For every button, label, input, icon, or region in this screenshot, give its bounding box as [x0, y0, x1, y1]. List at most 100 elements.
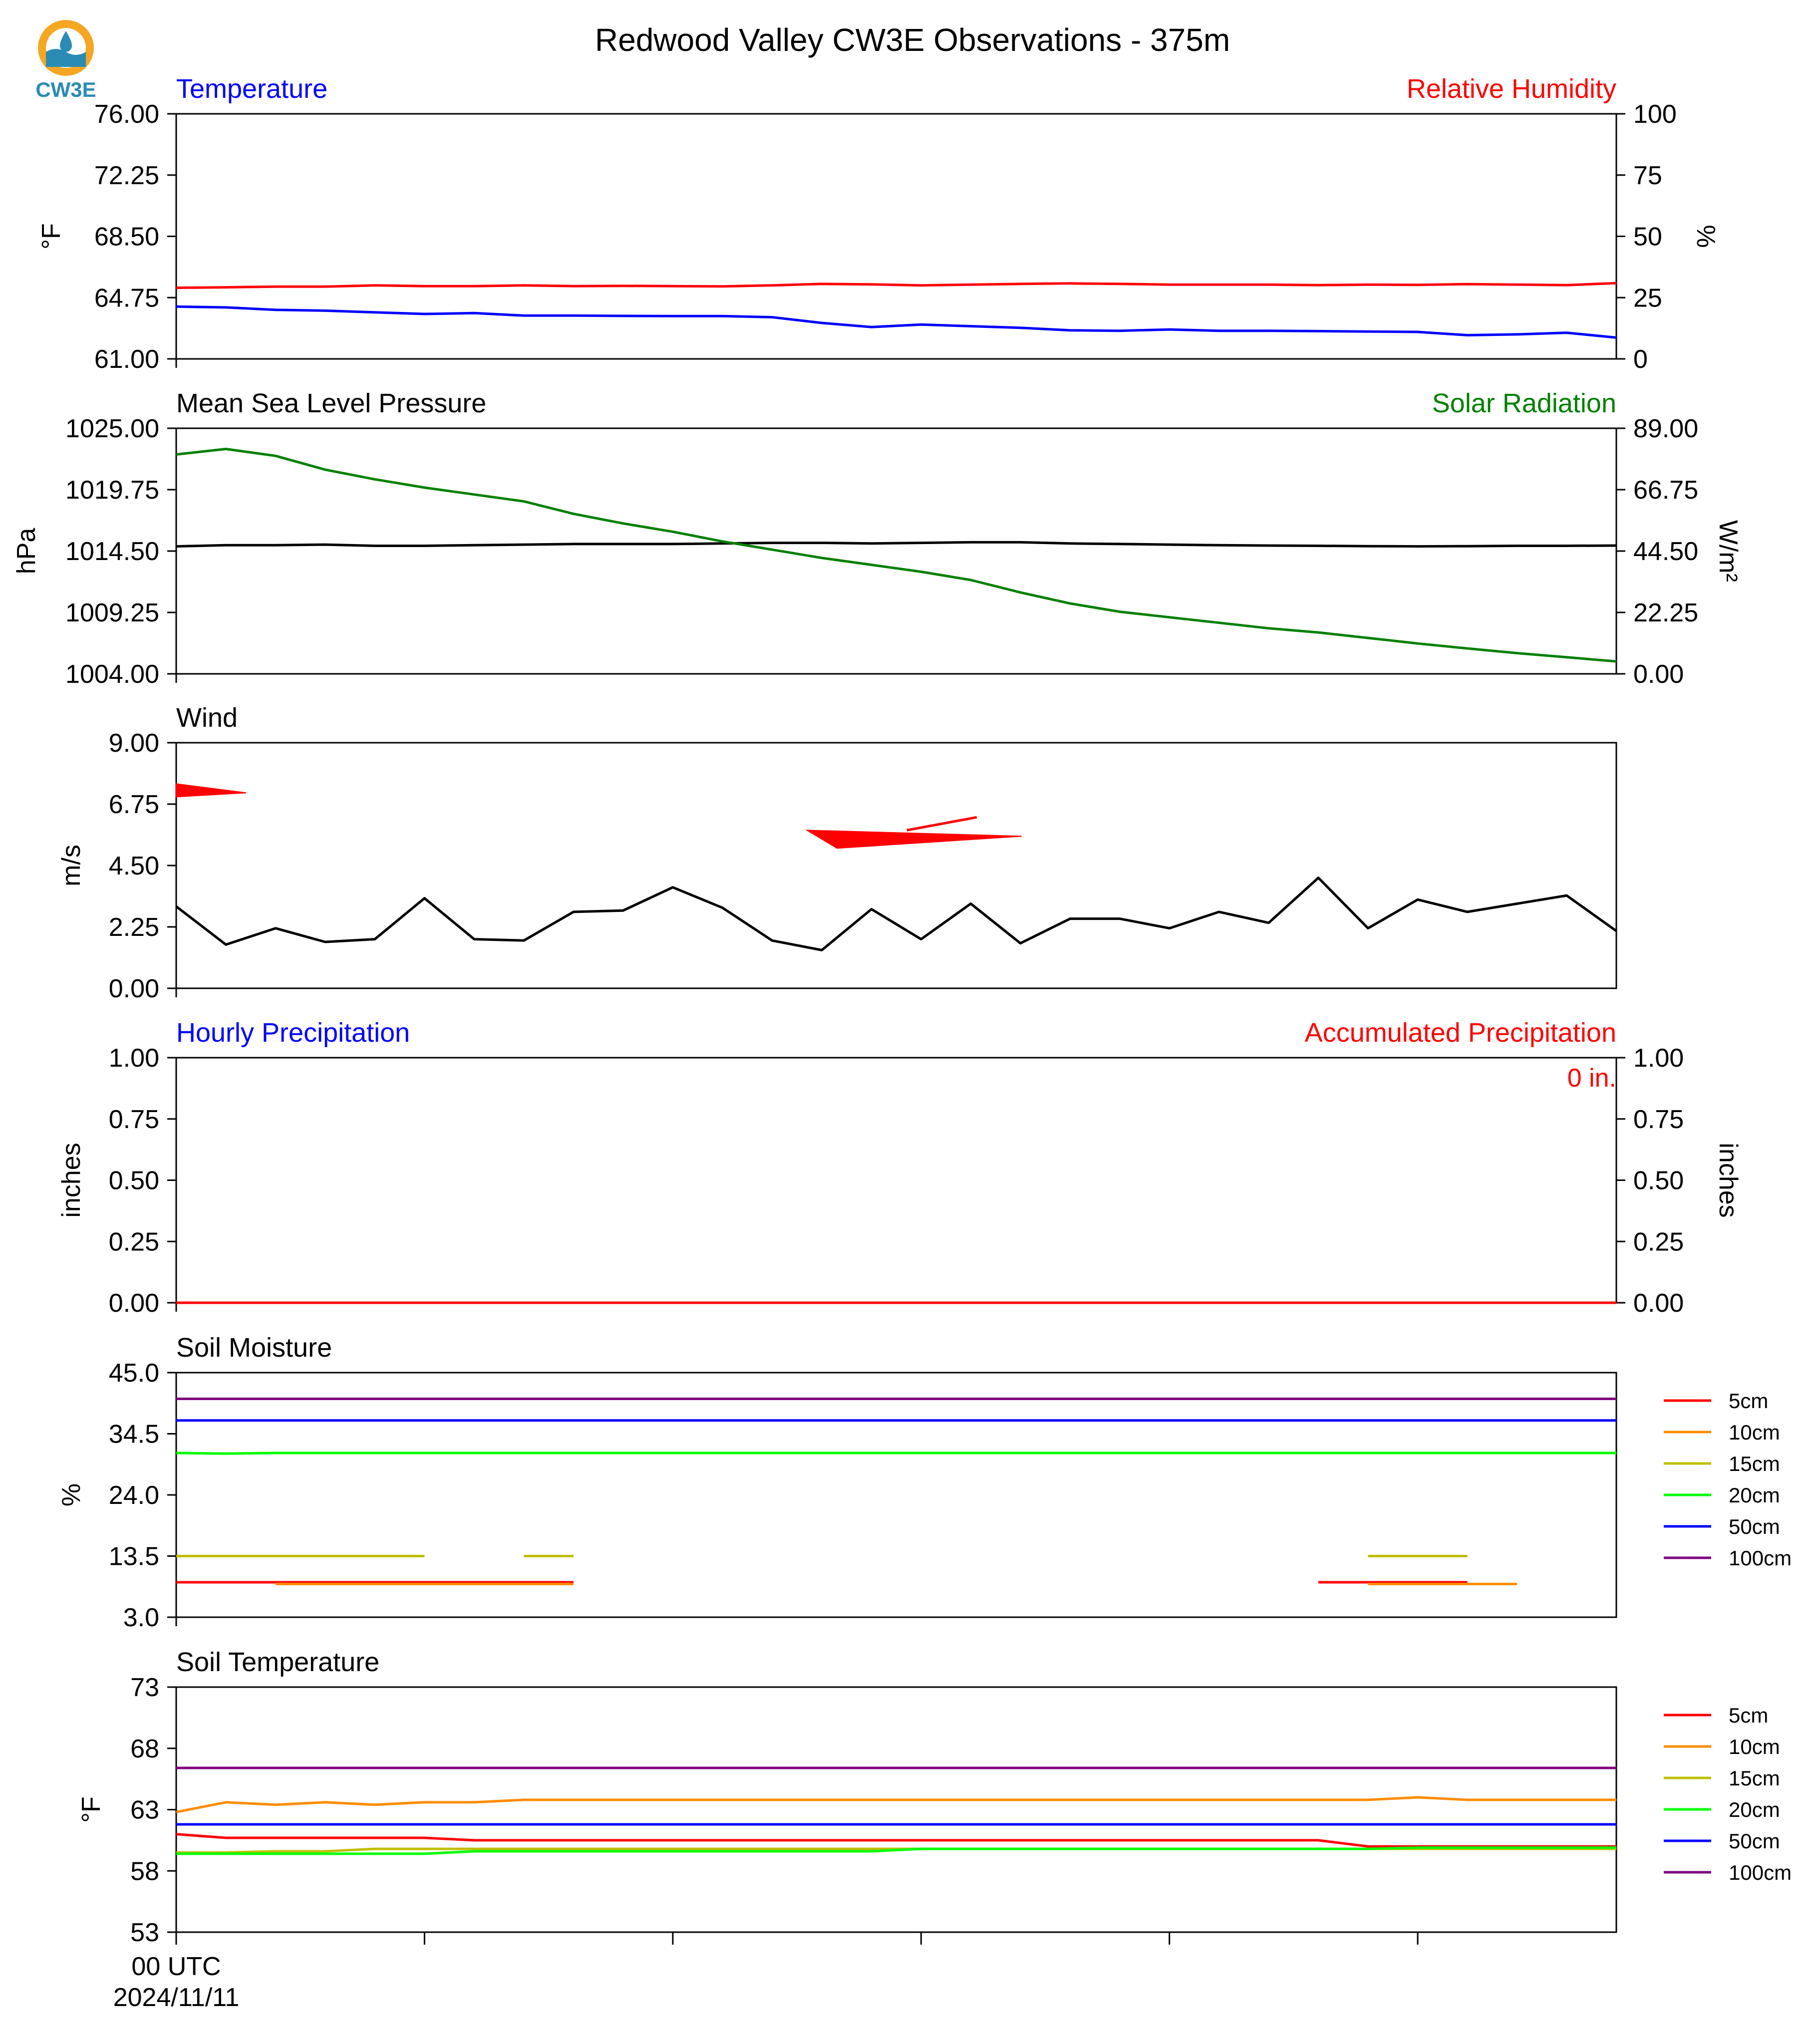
y-tick-label-left: 24.0	[109, 1481, 159, 1510]
series-line-black	[175, 876, 1617, 951]
logo-wave	[46, 49, 86, 67]
y-tick-label-left: 68.50	[94, 223, 159, 252]
y-tick-label-left: 63	[130, 1796, 159, 1825]
series-line-green	[176, 448, 1617, 663]
x-tick-label: 00 UTC	[131, 1952, 221, 1981]
panel-title-left: Soil Moisture	[176, 1333, 332, 1363]
y-axis-label-right: W/m²	[1714, 520, 1743, 582]
y-tick-label-left: 76.00	[94, 100, 159, 129]
y-tick-label-right: 89.00	[1633, 414, 1698, 443]
y-tick-label-right: 0.00	[1633, 660, 1684, 689]
panel-title-right: Solar Radiation	[1432, 388, 1616, 418]
y-tick-label-left: 64.75	[94, 284, 159, 312]
panel-title-right: Relative Humidity	[1407, 74, 1616, 104]
series-line-red	[176, 282, 1617, 290]
plot-frame	[175, 113, 1617, 360]
y-tick-label-left: 0.75	[109, 1105, 159, 1134]
precip-total-annotation: 0 in.	[1567, 1064, 1616, 1093]
y-tick-label-left: 1.00	[109, 1044, 159, 1073]
y-tick-label-right: 100	[1633, 100, 1677, 129]
plot-frame	[175, 1057, 1617, 1304]
legend-label: 10cm	[1729, 1735, 1780, 1758]
y-axis-label-left: °F	[77, 1796, 106, 1823]
y-axis-label-left: m/s	[57, 845, 86, 886]
panel-pressure-solar: Mean Sea Level Pressure Solar Radiation 10…	[12, 388, 1743, 689]
y-tick-label-right: 50	[1633, 223, 1662, 252]
series-line-10cm	[176, 1796, 1616, 1813]
series-line-black	[176, 541, 1617, 548]
y-tick-label-right: 0.50	[1633, 1166, 1684, 1195]
y-tick-label-left: 53	[130, 1918, 159, 1947]
y-axis-label-left: inches	[57, 1143, 86, 1217]
plot-frame	[175, 427, 1617, 675]
legend-label: 15cm	[1729, 1452, 1780, 1475]
panel-title-left: Mean Sea Level Pressure	[176, 388, 486, 418]
y-tick-label-left: 72.25	[94, 161, 159, 190]
y-axis-label-left: °F	[37, 223, 66, 250]
logo-text: CW3E	[35, 78, 96, 101]
y-tick-label-left: 9.00	[109, 729, 159, 758]
y-tick-label-left: 1004.00	[65, 660, 159, 689]
legend-label: 5cm	[1729, 1389, 1768, 1413]
wind-barb	[805, 830, 1022, 849]
y-tick-label-right: 25	[1633, 284, 1662, 312]
y-tick-label-left: 1009.25	[65, 598, 159, 627]
page-title: Redwood Valley CW3E Observations - 375m	[595, 22, 1230, 58]
panel-temp-rh: Temperature Relative Humidity 61.00 64.75 68…	[37, 74, 1720, 374]
wind-barb	[176, 783, 247, 798]
y-tick-label-left: 6.75	[109, 790, 159, 819]
y-tick-label-left: 2.25	[109, 913, 159, 942]
panel-soil-temperature: Soil Temperature 53 58 63 68 73 °F 5cm 10cm 15cm 2…	[77, 1647, 1792, 2012]
y-tick-label-left: 58	[130, 1857, 159, 1886]
panel-title-left: Temperature	[176, 74, 327, 104]
y-axis-label-left: hPa	[12, 528, 41, 575]
legend-label: 5cm	[1729, 1704, 1768, 1727]
y-axis-label-right: %	[1691, 225, 1720, 248]
y-tick-label-left: 34.5	[109, 1420, 159, 1449]
y-tick-label-right: 75	[1633, 161, 1662, 190]
legend-label: 50cm	[1729, 1515, 1780, 1538]
y-tick-label-left: 1014.50	[65, 537, 159, 566]
y-tick-label-right: 1.00	[1633, 1044, 1684, 1073]
y-tick-label-left: 3.0	[123, 1603, 159, 1632]
panel-title-left: Soil Temperature	[176, 1647, 379, 1677]
y-tick-label-left: 68	[130, 1735, 159, 1763]
y-tick-label-left: 4.50	[109, 852, 159, 880]
panel-precip: Hourly Precipitation Accumulated Precipit…	[57, 1018, 1743, 1318]
series-line-5cm	[176, 1833, 1616, 1848]
panel-title-right: Accumulated Precipitation	[1305, 1018, 1616, 1048]
y-tick-label-left: 13.5	[109, 1542, 159, 1571]
plot-frame	[175, 742, 1617, 989]
wind-barb-flag	[907, 816, 977, 832]
plot-frame	[175, 1686, 1617, 1933]
cw3e-logo: CW3E	[31, 17, 101, 102]
series-line-blue	[176, 305, 1617, 339]
panel-title-left: Hourly Precipitation	[176, 1018, 410, 1048]
y-tick-label-right: 0.25	[1633, 1227, 1684, 1256]
y-tick-label-right: 22.25	[1633, 598, 1698, 627]
legend-label: 100cm	[1729, 1861, 1792, 1884]
y-tick-label-left: 73	[130, 1673, 159, 1702]
y-tick-label-right: 0.00	[1633, 1289, 1684, 1318]
logo-drop-icon	[60, 31, 72, 52]
y-tick-label-left: 1025.00	[65, 414, 159, 443]
plot-frame	[175, 1372, 1617, 1618]
legend-label: 10cm	[1729, 1421, 1780, 1444]
legend-label: 20cm	[1729, 1483, 1780, 1507]
y-tick-label-right: 0	[1633, 345, 1648, 374]
legend-label: 100cm	[1729, 1546, 1792, 1570]
y-tick-label-left: 0.50	[109, 1166, 159, 1195]
y-tick-label-right: 44.50	[1633, 537, 1698, 566]
y-axis-label-right: inches	[1714, 1143, 1743, 1217]
panel-title-left: Wind	[176, 703, 238, 733]
panel-wind: Wind 0.00 2.25 4.50 6.75 9.00 m/s	[57, 703, 1617, 1003]
legend-label: 15cm	[1729, 1766, 1780, 1790]
series-line-20cm	[176, 1846, 1616, 1855]
panel-soil-moisture: Soil Moisture 3.0 13.5 24.0 34.5 45.0% 5cm 10cm…	[57, 1333, 1792, 1632]
y-tick-label-left: 0.25	[109, 1227, 159, 1256]
y-tick-label-left: 0.00	[109, 1289, 159, 1318]
y-tick-label-right: 66.75	[1633, 476, 1698, 505]
y-tick-label-right: 0.75	[1633, 1105, 1684, 1134]
y-tick-label-left: 0.00	[109, 974, 159, 1003]
